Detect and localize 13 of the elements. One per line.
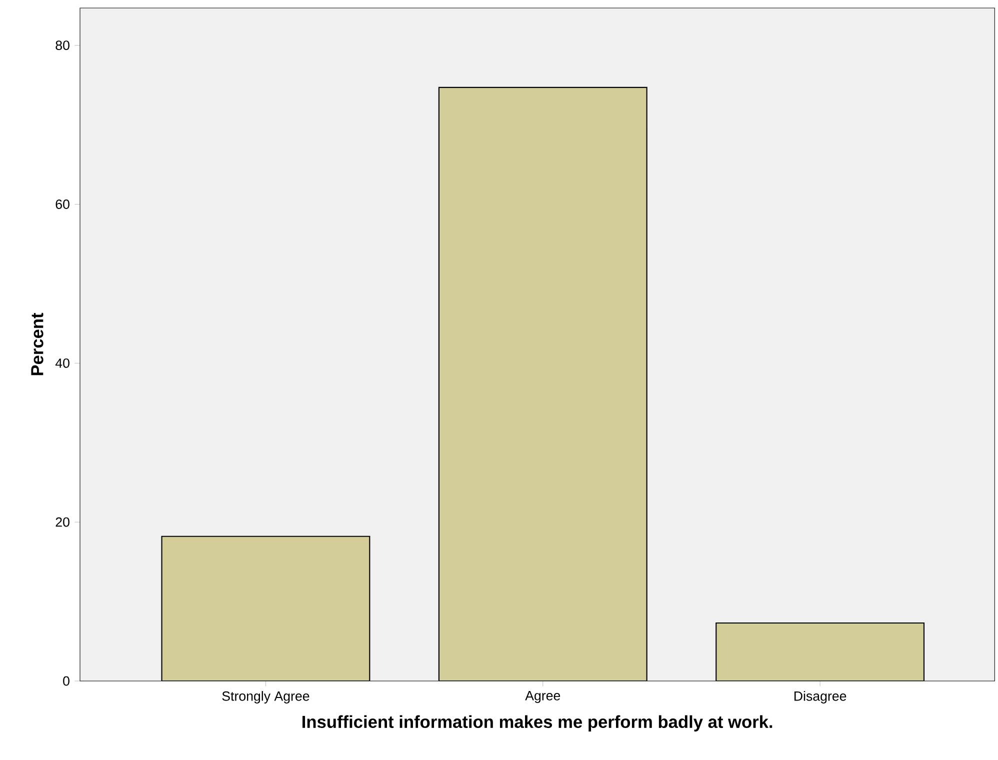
bar bbox=[161, 536, 370, 681]
x-tick-label: Strongly Agree bbox=[222, 691, 310, 704]
bar bbox=[716, 622, 925, 681]
y-tick-label: 60 bbox=[56, 200, 70, 209]
y-tick-label: 20 bbox=[56, 517, 70, 527]
bar bbox=[438, 86, 648, 681]
y-tick-label: 40 bbox=[55, 358, 70, 368]
x-tick-label: Disagree bbox=[794, 691, 846, 704]
y-tick-label: 0 bbox=[63, 676, 70, 686]
x-tick-label: Agree bbox=[525, 691, 560, 703]
y-tick-label: 80 bbox=[56, 40, 70, 50]
x-axis-title: Insufficient information makes me perform badly at work. bbox=[302, 715, 772, 732]
y-axis-title: Percent bbox=[31, 312, 44, 376]
